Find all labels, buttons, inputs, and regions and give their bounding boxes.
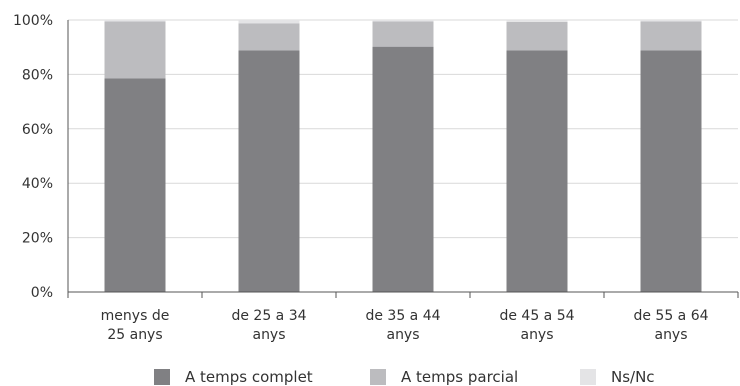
y-tick-label: 0% — [31, 285, 53, 301]
bars — [104, 20, 702, 292]
y-tick-label: 20% — [22, 231, 53, 247]
bar-segment-series-1-cat-0 — [104, 21, 166, 79]
x-category-label: anys — [386, 327, 419, 343]
bar-segment-series-1-cat-2 — [372, 21, 434, 47]
legend-swatch — [370, 369, 386, 385]
bar-segment-series-0-cat-2 — [372, 46, 434, 292]
y-tick-label: 60% — [22, 122, 53, 138]
x-category-labels: menys de 25 anys de 25 a 34 anys de 35 a 44 a… — [101, 308, 709, 343]
bar-segment-series-2-cat-0 — [104, 20, 166, 22]
x-category-label: de 45 a 54 — [499, 308, 574, 324]
legend: A temps complet A temps parcial Ns/Nc — [154, 368, 655, 386]
bar-segment-series-2-cat-4 — [640, 20, 702, 22]
x-category-label: de 25 a 34 — [231, 308, 306, 324]
legend-label: A temps parcial — [401, 368, 518, 386]
bar-segment-series-2-cat-1 — [238, 20, 300, 24]
bar-segment-series-2-cat-2 — [372, 20, 434, 22]
bar-segment-series-0-cat-4 — [640, 50, 702, 292]
legend-label: A temps complet — [185, 368, 313, 386]
bar-segment-series-0-cat-0 — [104, 78, 166, 292]
x-category-label: anys — [654, 327, 687, 343]
x-category-label: 25 anys — [107, 327, 162, 343]
bar-segment-series-0-cat-1 — [238, 50, 300, 292]
legend-swatch — [580, 369, 596, 385]
x-category-label: de 55 a 64 — [633, 308, 708, 324]
axes — [67, 20, 739, 298]
bar-segment-series-1-cat-4 — [640, 21, 702, 51]
x-category-label: anys — [252, 327, 285, 343]
legend-swatch — [154, 369, 170, 385]
x-category-label: de 35 a 44 — [365, 308, 440, 324]
y-tick-label: 100% — [13, 13, 53, 29]
y-tick-label: 80% — [22, 67, 53, 83]
x-category-label: menys de — [101, 308, 170, 324]
bar-segment-series-2-cat-3 — [506, 20, 568, 22]
bar-segment-series-0-cat-3 — [506, 50, 568, 292]
x-category-label: anys — [520, 327, 553, 343]
legend-label: Ns/Nc — [611, 368, 655, 386]
y-tick-label: 40% — [22, 176, 53, 192]
bar-segment-series-1-cat-1 — [238, 23, 300, 51]
y-tick-labels: 0% 20% 40% 60% 80% 100% — [13, 13, 53, 301]
bar-segment-series-1-cat-3 — [506, 21, 568, 51]
